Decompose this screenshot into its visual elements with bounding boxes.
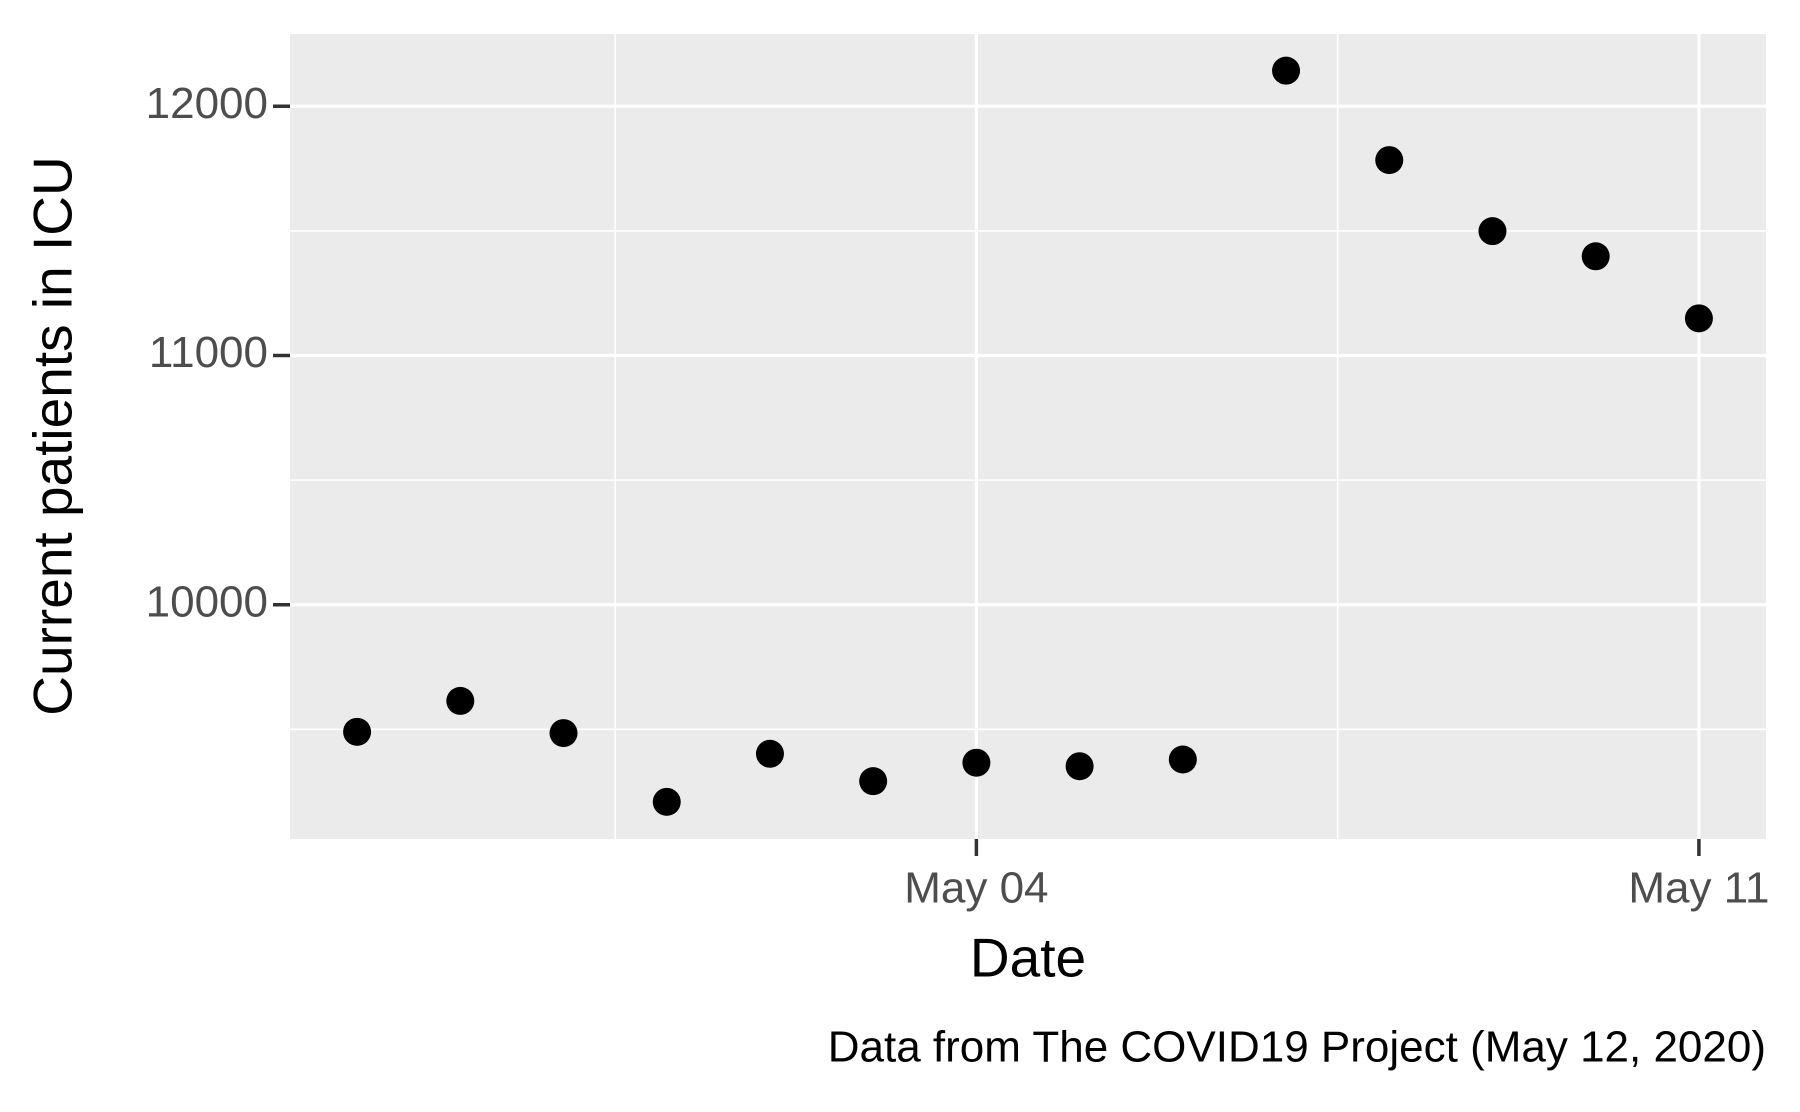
point	[446, 686, 475, 715]
point	[1065, 752, 1094, 781]
x-axis-title: Date	[970, 927, 1086, 989]
panel	[290, 34, 1766, 839]
point	[1168, 745, 1197, 774]
point	[859, 767, 888, 796]
caption: Data from The COVID19 Project (May 12, 2…	[828, 1023, 1766, 1072]
point	[1581, 242, 1610, 271]
y-axis-title: Current patients in ICU	[22, 156, 84, 715]
y-tick-label: 10000	[146, 577, 268, 626]
x-tick-label: May 11	[1628, 864, 1769, 913]
point	[1272, 56, 1301, 85]
point	[652, 787, 681, 816]
y-tick-label: 12000	[146, 79, 268, 128]
point	[1478, 217, 1507, 246]
point	[343, 717, 372, 746]
x-tick-label: May 04	[904, 864, 1048, 913]
point	[1684, 304, 1713, 333]
point	[755, 739, 784, 768]
point	[1375, 146, 1404, 175]
y-tick-label: 11000	[149, 328, 268, 377]
point	[962, 748, 991, 777]
point	[549, 719, 578, 748]
